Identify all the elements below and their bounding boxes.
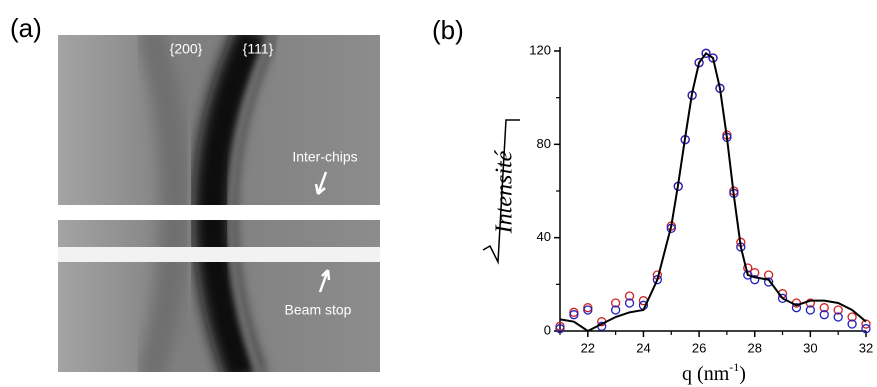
x-tick-label: 30 xyxy=(803,340,817,355)
data-point xyxy=(750,275,760,285)
data-point xyxy=(819,310,829,320)
data-line xyxy=(559,51,867,333)
plot: 0 40 80 120 22 24 26 28 30 32 xyxy=(529,42,873,355)
annotation: Inter-chips xyxy=(292,149,357,165)
detector-image xyxy=(58,30,380,380)
y-tick-label: 80 xyxy=(537,136,551,151)
data-point xyxy=(847,312,857,322)
x-tick-label: 28 xyxy=(747,340,761,355)
x-axis-label-part: q (nm xyxy=(682,363,730,385)
y-axis-label: Intensité xyxy=(492,149,518,234)
data-point xyxy=(805,305,816,315)
data-point xyxy=(833,305,843,315)
y-tick-label: 40 xyxy=(537,229,551,244)
data-point xyxy=(847,319,857,329)
x-axis-label-part: ) xyxy=(739,363,746,385)
data-point xyxy=(610,305,621,315)
data-point xyxy=(624,291,635,301)
y-tick-label: 120 xyxy=(529,42,551,57)
data-point xyxy=(833,312,843,322)
ring-label: {200} xyxy=(170,41,203,57)
data-point xyxy=(569,310,579,320)
data-point xyxy=(624,298,635,308)
data-point xyxy=(791,303,802,313)
data-point xyxy=(861,319,871,329)
data-point xyxy=(583,305,593,315)
panel-label: (b) xyxy=(432,15,464,45)
ring-label: {111} xyxy=(243,41,274,57)
x-tick-label: 24 xyxy=(636,340,650,355)
arrow xyxy=(318,269,331,293)
x-axis-label: q (nm-1) xyxy=(682,360,746,385)
panel-label: (a) xyxy=(10,13,42,43)
y-tick-label: 0 xyxy=(544,322,551,337)
data-point xyxy=(701,48,711,58)
data-point xyxy=(777,293,788,303)
data-point xyxy=(861,324,871,334)
data-point xyxy=(763,277,774,287)
data-point xyxy=(819,303,829,313)
annotation: Beam stop xyxy=(285,302,352,318)
x-tick-label: 32 xyxy=(859,340,873,355)
x-axis-label-sup: -1 xyxy=(729,360,739,374)
data-point xyxy=(610,298,621,308)
x-tick-label: 26 xyxy=(692,340,706,355)
sqrt-sign xyxy=(482,119,520,265)
x-tick-label: 22 xyxy=(581,340,595,355)
data-point xyxy=(555,324,565,334)
arrow xyxy=(314,171,328,195)
data-point xyxy=(652,275,663,285)
